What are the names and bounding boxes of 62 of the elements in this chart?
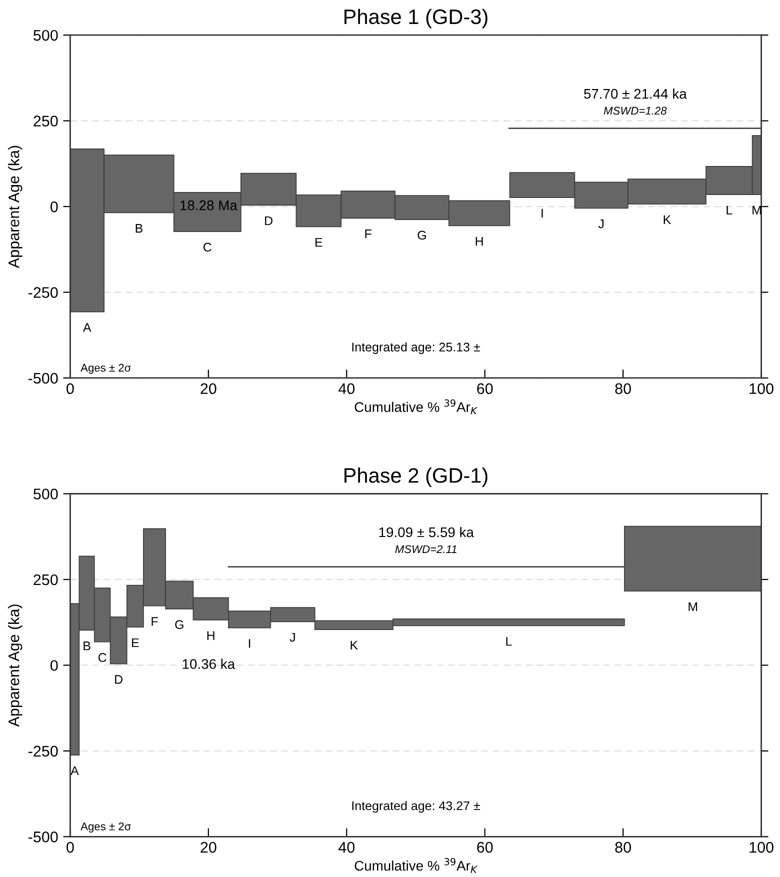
annotation: F xyxy=(152,617,158,626)
annotation: D xyxy=(115,675,122,684)
annotation: B xyxy=(84,642,90,650)
annotation: D xyxy=(265,216,272,226)
annotation: J xyxy=(598,220,604,228)
chart-title: Phase 1 (GD-3) xyxy=(344,8,488,28)
annotation: I xyxy=(542,208,543,218)
annotation: 57.70 ± 21.44 ka xyxy=(584,88,687,99)
y-axis-title: Apparent Age (ka) xyxy=(8,604,22,727)
x-tick-label: 20 xyxy=(200,383,216,394)
annotation: 18.28 Ma xyxy=(180,200,238,210)
annotation: Ages ± 2σ xyxy=(80,822,132,833)
annotation: H xyxy=(476,237,483,246)
y-tick-label: 500 xyxy=(34,30,58,41)
annotation: C xyxy=(204,242,212,252)
annotation: K xyxy=(350,640,358,650)
y-tick-label: 0 xyxy=(50,660,58,671)
x-tick-label: 80 xyxy=(615,383,631,394)
x-tick-label: 0 xyxy=(66,383,74,394)
annotation: A xyxy=(82,323,92,332)
y-tick-label: 250 xyxy=(34,116,58,126)
annotation: K xyxy=(664,215,671,224)
y-tick-label: -500 xyxy=(28,832,58,842)
annotation: M xyxy=(688,602,698,612)
x-tick-label: 80 xyxy=(615,842,631,853)
annotation: F xyxy=(365,229,372,238)
annotation: Ages ± 2σ xyxy=(80,364,132,374)
x-tick-label: 60 xyxy=(477,842,493,853)
x-axis-title: Cumulative % $^{39}$Ar$_{K}$ xyxy=(354,399,478,414)
chart-title: Phase 2 (GD-1) xyxy=(344,468,488,487)
annotation: G xyxy=(418,230,426,240)
annotation: G xyxy=(175,620,184,629)
annotation: C xyxy=(98,653,106,662)
annotation: MSWD=2.11 xyxy=(395,545,456,554)
y-tick-label: -500 xyxy=(28,372,58,384)
annotation: L xyxy=(506,637,512,646)
x-tick-label: 60 xyxy=(477,383,493,394)
annotation: I xyxy=(248,639,250,648)
annotation: L xyxy=(726,206,732,214)
annotation: 10.36 ka xyxy=(182,658,236,669)
x-axis-title: Cumulative % $^{39}$Ar$_{K}$ xyxy=(354,858,478,873)
x-tick-label: 0 xyxy=(66,842,74,853)
y-tick-label: 250 xyxy=(34,574,58,586)
x-tick-label: 100 xyxy=(750,383,774,394)
y-tick-label: -250 xyxy=(28,287,58,298)
annotation: 19.09 ± 5.59 ka xyxy=(379,526,474,538)
x-tick-label: 20 xyxy=(200,842,216,853)
annotation: H xyxy=(207,631,214,640)
x-tick-label: 40 xyxy=(338,842,355,853)
y-tick-label: -250 xyxy=(28,746,58,757)
annotation: E xyxy=(316,238,322,247)
x-tick-label: 100 xyxy=(750,842,774,853)
annotation: Integrated age: 25.13 ± xyxy=(352,342,480,354)
annotation: J xyxy=(290,632,295,642)
x-tick-label: 40 xyxy=(338,383,355,394)
annotation: Integrated age: 43.27 ± xyxy=(352,801,480,813)
annotation: E xyxy=(132,638,139,648)
annotation: MSWD=1.28 xyxy=(604,106,667,115)
annotation: B xyxy=(136,224,142,233)
y-tick-label: 0 xyxy=(50,201,58,212)
y-tick-label: 500 xyxy=(34,488,58,500)
y-axis-title: Apparent Age (ka) xyxy=(8,146,22,268)
